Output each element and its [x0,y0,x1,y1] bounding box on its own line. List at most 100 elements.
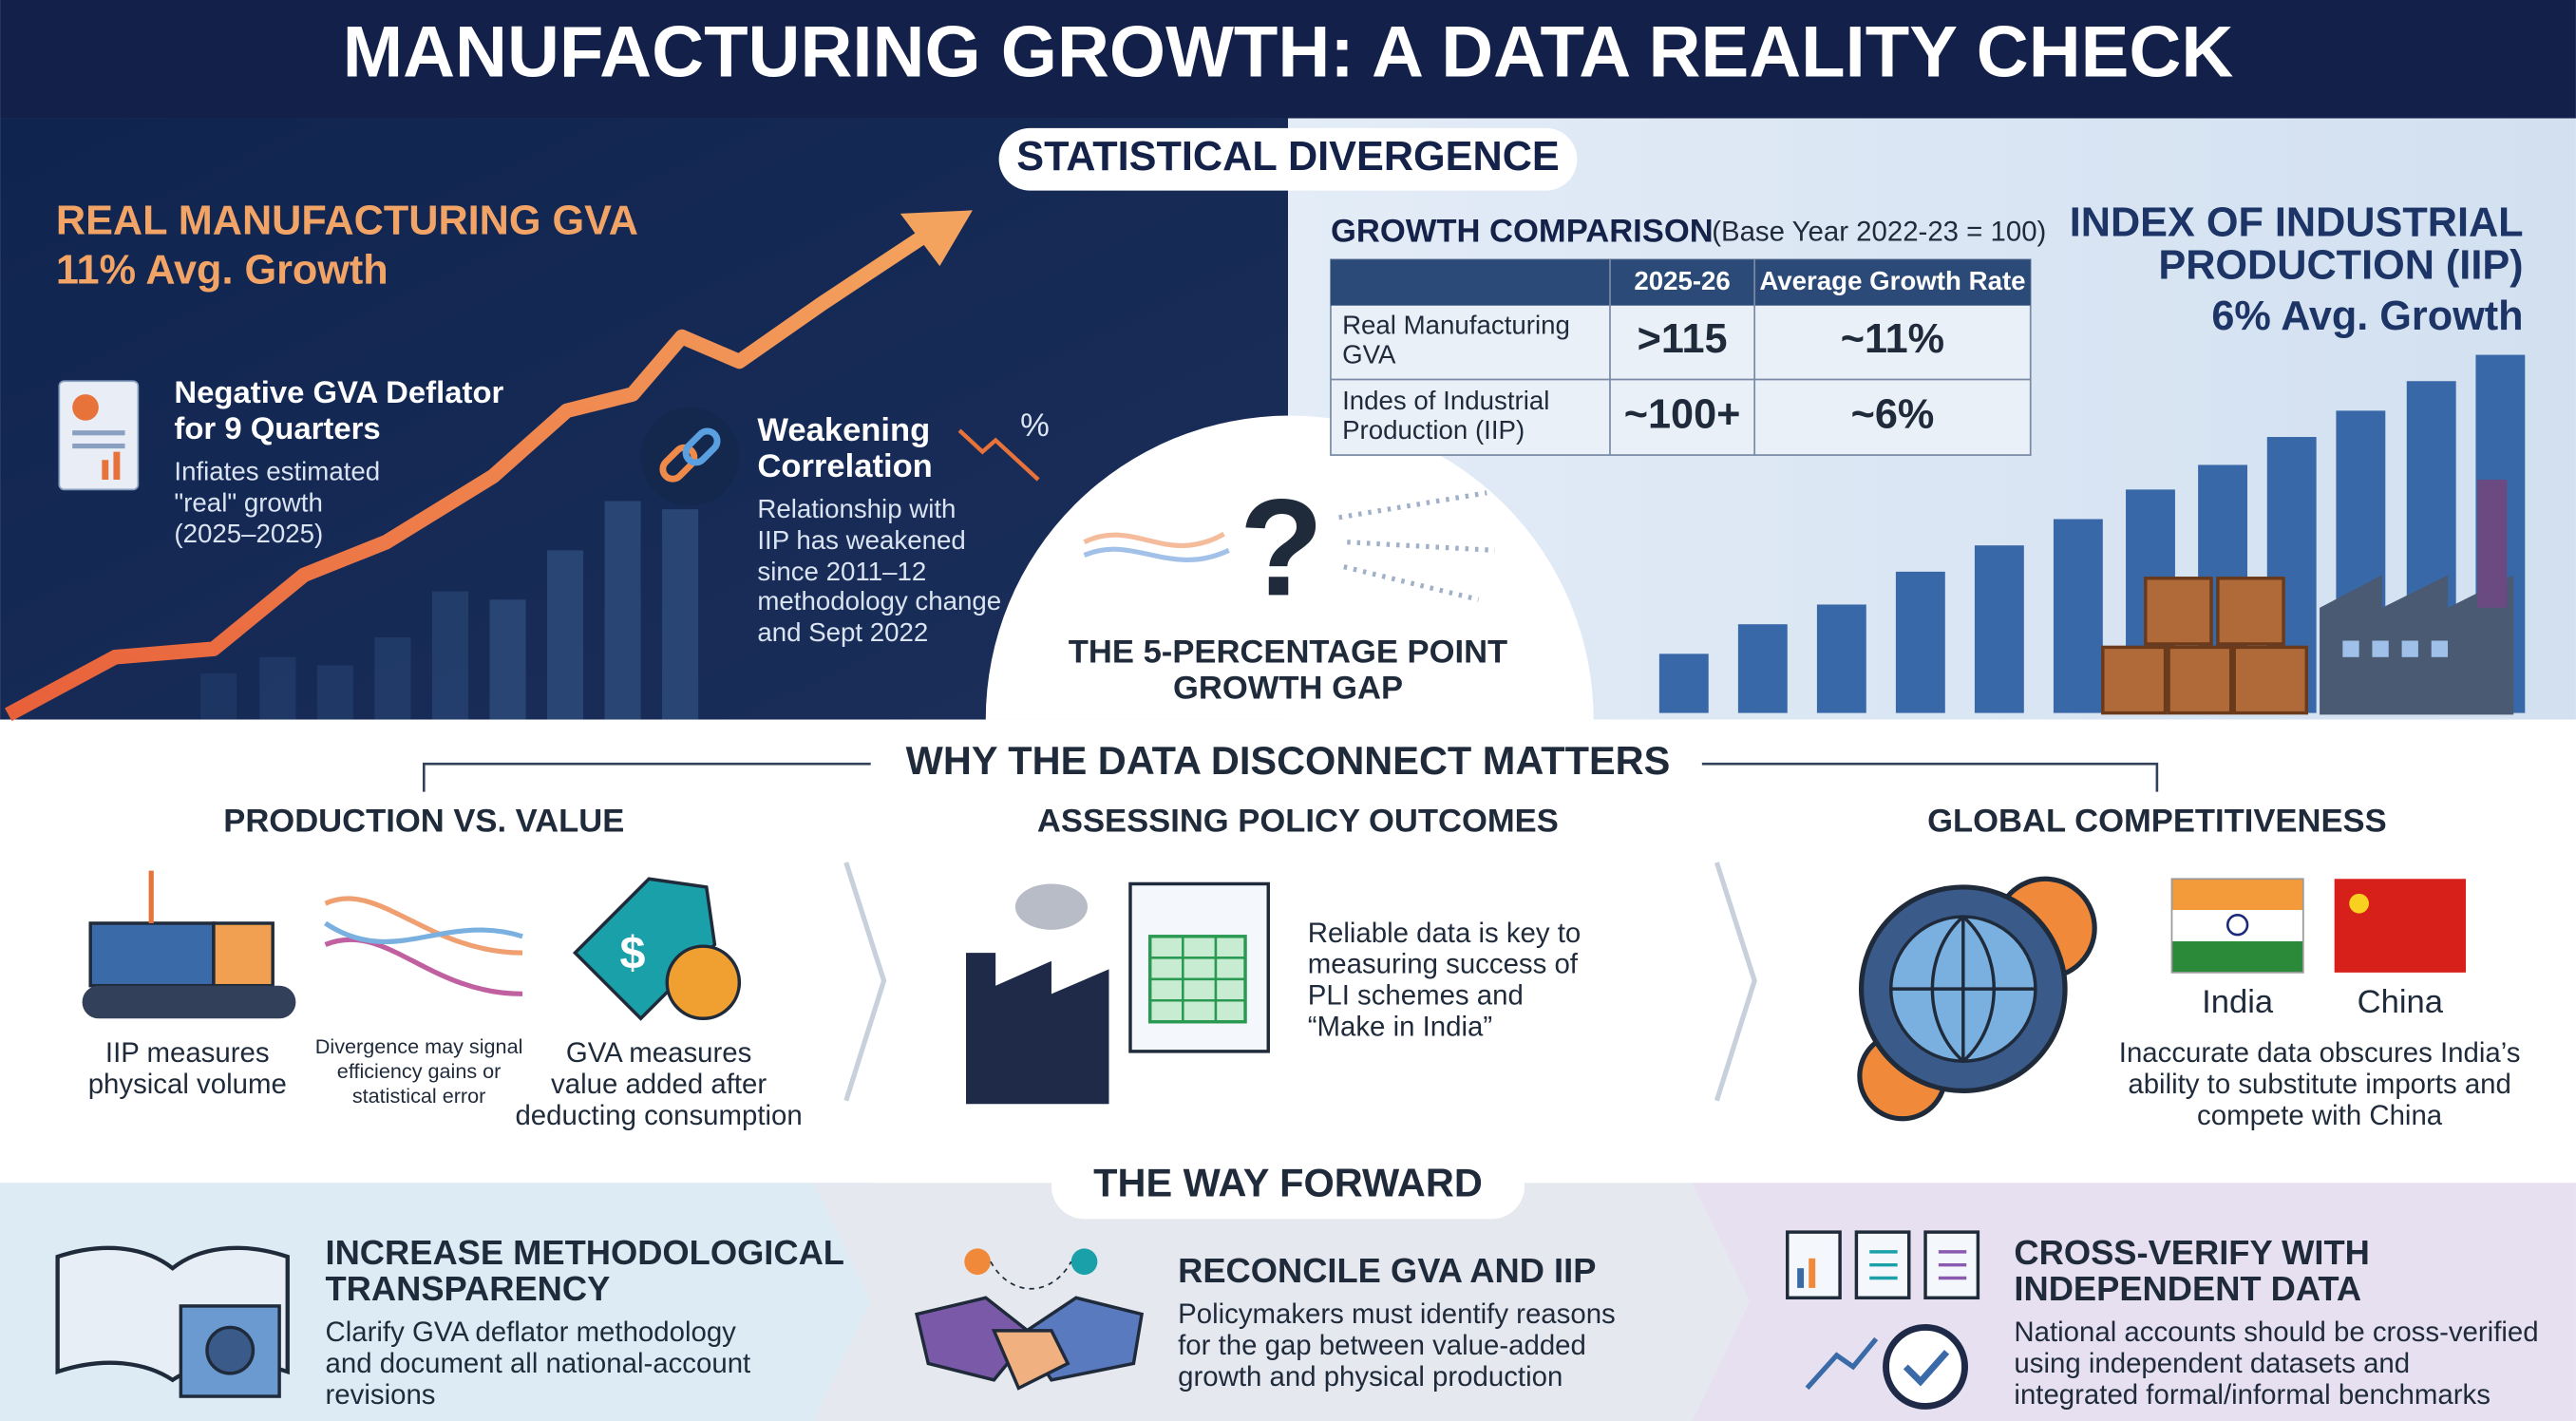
forward-text: revisions [326,1379,436,1411]
flag-india [2170,878,2304,974]
handshake-icon-circle [964,1248,991,1276]
document-icon [58,380,140,491]
forward-text: integrated formal/informal benchmarks [2014,1379,2491,1411]
production-text: physical volume [88,1069,287,1100]
production-text: GVA measures [566,1037,751,1069]
iip-bars-rect [2053,519,2103,713]
section-title: WHY THE DATA DISCONNECT MATTERS [906,738,1671,783]
globe-gears-icon-path [1890,915,2036,1063]
handshake-icon [915,1248,1145,1391]
link-icon-rect [659,444,698,483]
gap-waves-path [1338,490,1496,602]
gva-arrow-polygon [900,210,973,267]
iip-bars-rect [1658,654,1709,713]
forward-text: growth and physical production [1178,1361,1563,1393]
row-label: Production (IIP) [1342,415,1525,445]
gva-subtitle: 11% Avg. Growth [56,248,388,294]
documents-check-icon-polyline [1805,1336,1879,1391]
container-icon-rect [88,921,216,988]
deflator-text: Infiates estimated [174,456,380,485]
flag-china-rect [2334,879,2467,973]
factory-spreadsheet-icon [966,881,1270,1105]
flag-india-circle [2226,914,2249,937]
document-icon-rect [72,443,125,449]
table-cell: >115 [1638,316,1728,362]
row-label: Indes of Industrial [1342,386,1549,415]
gva-bars-rect [374,637,411,720]
table-grid-rect [1609,259,2031,306]
dollar-icon: $ [619,927,645,978]
gap-text: GROWTH GAP [1173,671,1403,707]
gap-waves-path [1083,531,1225,548]
documents-check-icon [1786,1230,1980,1410]
row-label: Real Manufacturing [1342,310,1570,339]
divergence-pill-rect [998,127,1578,191]
global-text: compete with China [2197,1100,2443,1131]
handshake-icon-path [991,1329,1070,1391]
crates-rect [2216,577,2285,646]
table-header: Average Growth Rate [1759,266,2025,295]
backgrounds-path [985,415,1594,720]
forward-title: RECONCILE GVA AND IIP [1178,1251,1596,1290]
forward-text: Policymakers must identify reasons [1178,1298,1616,1330]
factory-icon-rect [2342,640,2359,657]
flag-india-rect [2171,940,2303,973]
correlation-text: methodology change [757,586,1001,616]
price-tag-icon-circle [665,944,742,1021]
deflator-title: for 9 Quarters [174,410,380,445]
forward-title: CROSS-VERIFY WITH [2014,1233,2369,1272]
documents-check-icon-rect [1923,1230,1980,1300]
gva-arrow [5,210,973,722]
factory-spreadsheet-icon-ellipse [1014,883,1089,930]
gva-bars-rect [316,665,353,720]
book-icon [55,1245,290,1398]
divergence-waves-path [324,896,523,956]
book-icon-circle [205,1325,256,1375]
production-text: deducting consumption [515,1100,802,1131]
flag-india-rect [2171,879,2303,911]
document-icon-rect [102,460,109,481]
column-title: ASSESSING POLICY OUTCOMES [1037,804,1559,840]
column-title: GLOBAL COMPETITIVENESS [1927,804,2387,840]
gva-bars-rect [604,501,641,720]
forward-text: National accounts should be cross-verifi… [2014,1317,2538,1348]
forward-text: and document all national-account [326,1348,751,1379]
table-title: GROWTH COMPARISON [1331,214,1714,250]
factory-icon-rect [2431,640,2449,657]
production-note: statistical error [352,1084,486,1108]
production-text: value added after [551,1069,767,1100]
gva-bars-rect [200,673,237,720]
divergence-waves-path [324,937,523,996]
correlation-text: Relationship with [757,494,956,523]
factory-icon-rect [2477,480,2508,608]
crates-rect [2101,645,2168,715]
documents-check-icon-rect [1809,1258,1816,1288]
table-cell: ~11% [1841,316,1944,362]
documents-check-icon-circle [1883,1323,1969,1410]
iip-bars-rect [1974,545,2024,713]
crates [2101,577,2309,715]
factory-spreadsheet-icon-path [1149,936,1246,1022]
documents-check-icon-path [1869,1250,1898,1280]
production-note: Divergence may signal [315,1034,523,1058]
flag-label: China [2358,984,2444,1020]
iip-subtitle: 6% Avg. Growth [2211,294,2523,339]
production-note: efficiency gains or [337,1059,502,1083]
policy-text: Reliable data is key to [1308,918,1582,949]
flag-label: India [2202,984,2274,1020]
correlation-title: Weakening [757,412,930,448]
deflator-text: "real" growth [174,487,322,517]
forward-title: INDEPENDENT DATA [2014,1269,2361,1308]
forward-text: Clarify GVA deflator methodology [326,1317,737,1348]
production-text: IIP measures [105,1037,270,1069]
gap-waves-path [1083,546,1230,562]
iip-title: INDEX OF INDUSTRIAL [2070,199,2524,245]
documents-check-icon-path [1938,1250,1967,1280]
table-cell: ~6% [1851,392,1935,438]
divergence-pill-text: STATISTICAL DIVERGENCE [1016,134,1560,180]
section-title: THE WAY FORWARD [1093,1161,1483,1205]
divergence-pill: STATISTICAL DIVERGENCE [998,127,1578,191]
gap-text: THE 5-PERCENTAGE POINT [1069,634,1507,670]
container-icon [82,870,296,1019]
